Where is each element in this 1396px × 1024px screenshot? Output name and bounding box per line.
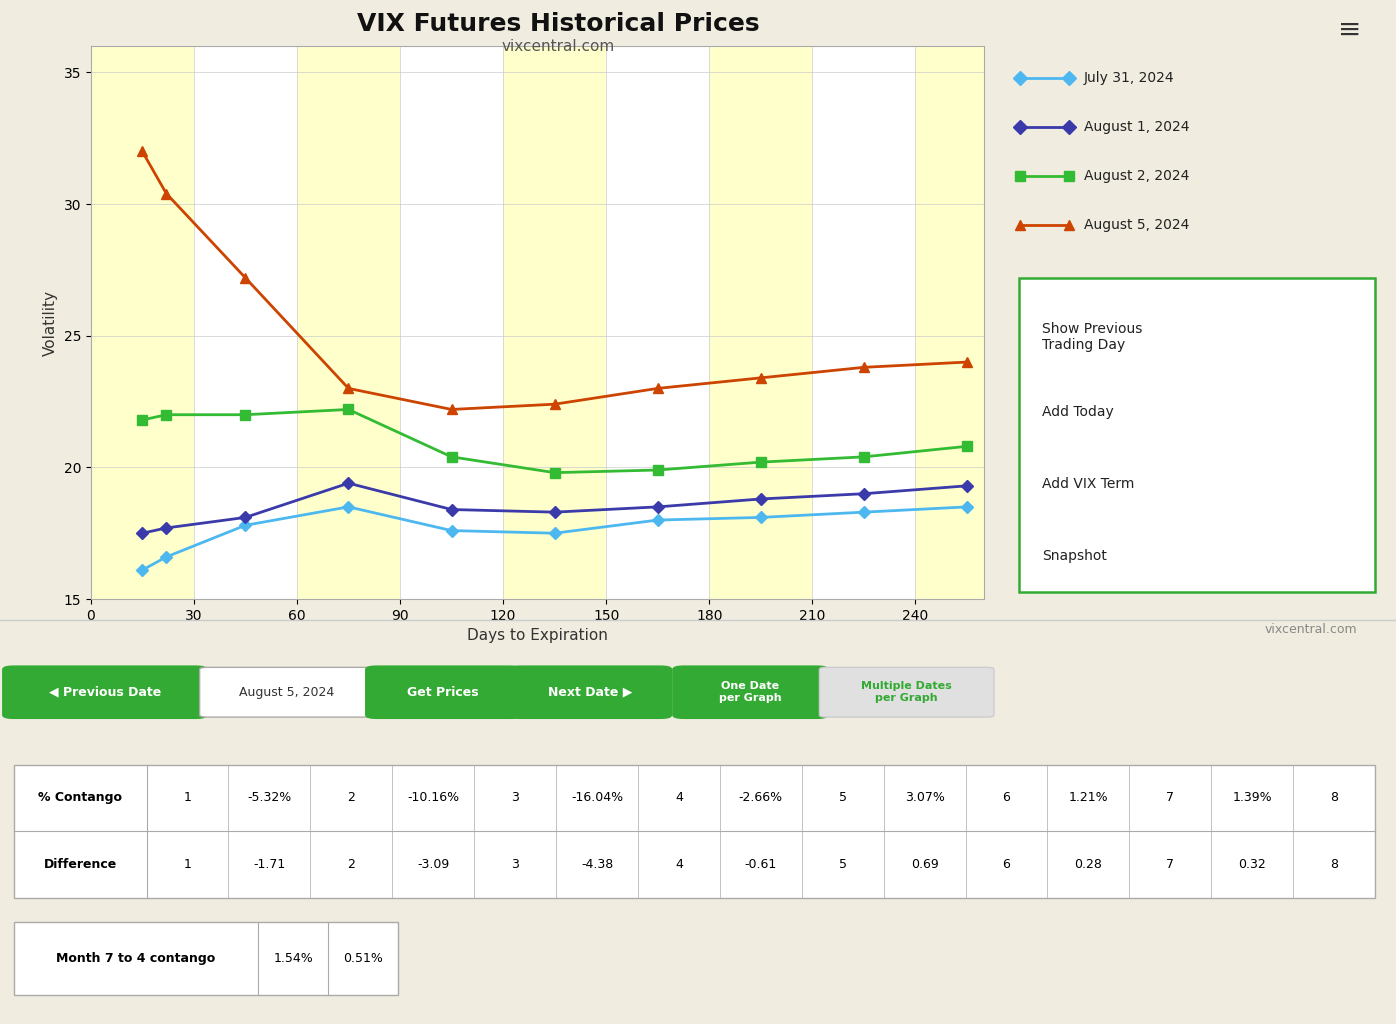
Bar	[91, 46, 194, 599]
Text: August 5, 2024: August 5, 2024	[1083, 218, 1189, 232]
Text: 7: 7	[1166, 858, 1174, 870]
Text: 3.07%: 3.07%	[905, 792, 945, 805]
Text: Difference: Difference	[43, 858, 117, 870]
Text: 1: 1	[184, 858, 191, 870]
Text: -16.04%: -16.04%	[571, 792, 623, 805]
Text: ≡: ≡	[1337, 15, 1361, 43]
Text: Next Date ▶: Next Date ▶	[549, 686, 632, 698]
Text: Multiple Dates
per Graph: Multiple Dates per Graph	[861, 681, 952, 703]
FancyBboxPatch shape	[673, 666, 828, 719]
Text: vixcentral.com: vixcentral.com	[501, 39, 616, 54]
Text: -3.09: -3.09	[417, 858, 450, 870]
Text: 3: 3	[511, 858, 519, 870]
X-axis label: Days to Expiration: Days to Expiration	[468, 629, 607, 643]
Text: -5.32%: -5.32%	[247, 792, 292, 805]
Text: 8: 8	[1330, 858, 1339, 870]
Text: VIX Futures Historical Prices: VIX Futures Historical Prices	[357, 12, 759, 36]
Text: 4: 4	[676, 858, 683, 870]
FancyBboxPatch shape	[3, 666, 207, 719]
Text: -4.38: -4.38	[581, 858, 613, 870]
Text: Add Today: Add Today	[1041, 406, 1114, 419]
Text: One Date
per Graph: One Date per Graph	[719, 681, 782, 703]
Bar	[916, 46, 1019, 599]
Text: -10.16%: -10.16%	[408, 792, 459, 805]
FancyBboxPatch shape	[200, 668, 374, 717]
Text: 4: 4	[676, 792, 683, 805]
Text: 0.28: 0.28	[1075, 858, 1103, 870]
FancyBboxPatch shape	[366, 666, 521, 719]
Bar	[709, 46, 812, 599]
FancyBboxPatch shape	[1019, 278, 1375, 593]
Text: 6: 6	[1002, 858, 1011, 870]
Text: Add VIX Term: Add VIX Term	[1041, 477, 1134, 492]
Text: 5: 5	[839, 858, 847, 870]
Text: 2: 2	[348, 792, 355, 805]
Text: 2: 2	[348, 858, 355, 870]
Text: 1.39%: 1.39%	[1233, 792, 1272, 805]
Text: 6: 6	[1002, 792, 1011, 805]
Y-axis label: Volatility: Volatility	[43, 290, 57, 355]
Text: Get Prices: Get Prices	[408, 686, 479, 698]
Text: ◀ Previous Date: ◀ Previous Date	[49, 686, 161, 698]
Text: August 1, 2024: August 1, 2024	[1083, 120, 1189, 134]
Text: 0.32: 0.32	[1238, 858, 1266, 870]
Text: 3: 3	[511, 792, 519, 805]
Text: 1.54%: 1.54%	[274, 952, 313, 966]
Text: 8: 8	[1330, 792, 1339, 805]
Bar	[14, 923, 398, 995]
Text: 0.69: 0.69	[910, 858, 938, 870]
Text: -1.71: -1.71	[253, 858, 286, 870]
Text: Month 7 to 4 contango: Month 7 to 4 contango	[56, 952, 216, 966]
Text: 1: 1	[184, 792, 191, 805]
Text: August 5, 2024: August 5, 2024	[239, 686, 335, 698]
FancyBboxPatch shape	[510, 666, 671, 719]
Text: 0.51%: 0.51%	[343, 952, 383, 966]
Text: vixcentral.com: vixcentral.com	[1265, 623, 1357, 636]
Text: Show Previous
Trading Day: Show Previous Trading Day	[1041, 322, 1142, 352]
Text: 7: 7	[1166, 792, 1174, 805]
Bar	[297, 46, 401, 599]
FancyBboxPatch shape	[819, 668, 994, 717]
Text: -2.66%: -2.66%	[738, 792, 783, 805]
Text: 1.21%: 1.21%	[1068, 792, 1108, 805]
Bar	[14, 765, 1375, 897]
Text: August 2, 2024: August 2, 2024	[1083, 169, 1189, 183]
Bar	[503, 46, 606, 599]
Text: -0.61: -0.61	[744, 858, 778, 870]
Text: % Contango: % Contango	[38, 792, 123, 805]
Text: Snapshot: Snapshot	[1041, 550, 1107, 563]
Text: July 31, 2024: July 31, 2024	[1083, 71, 1174, 85]
Text: 5: 5	[839, 792, 847, 805]
